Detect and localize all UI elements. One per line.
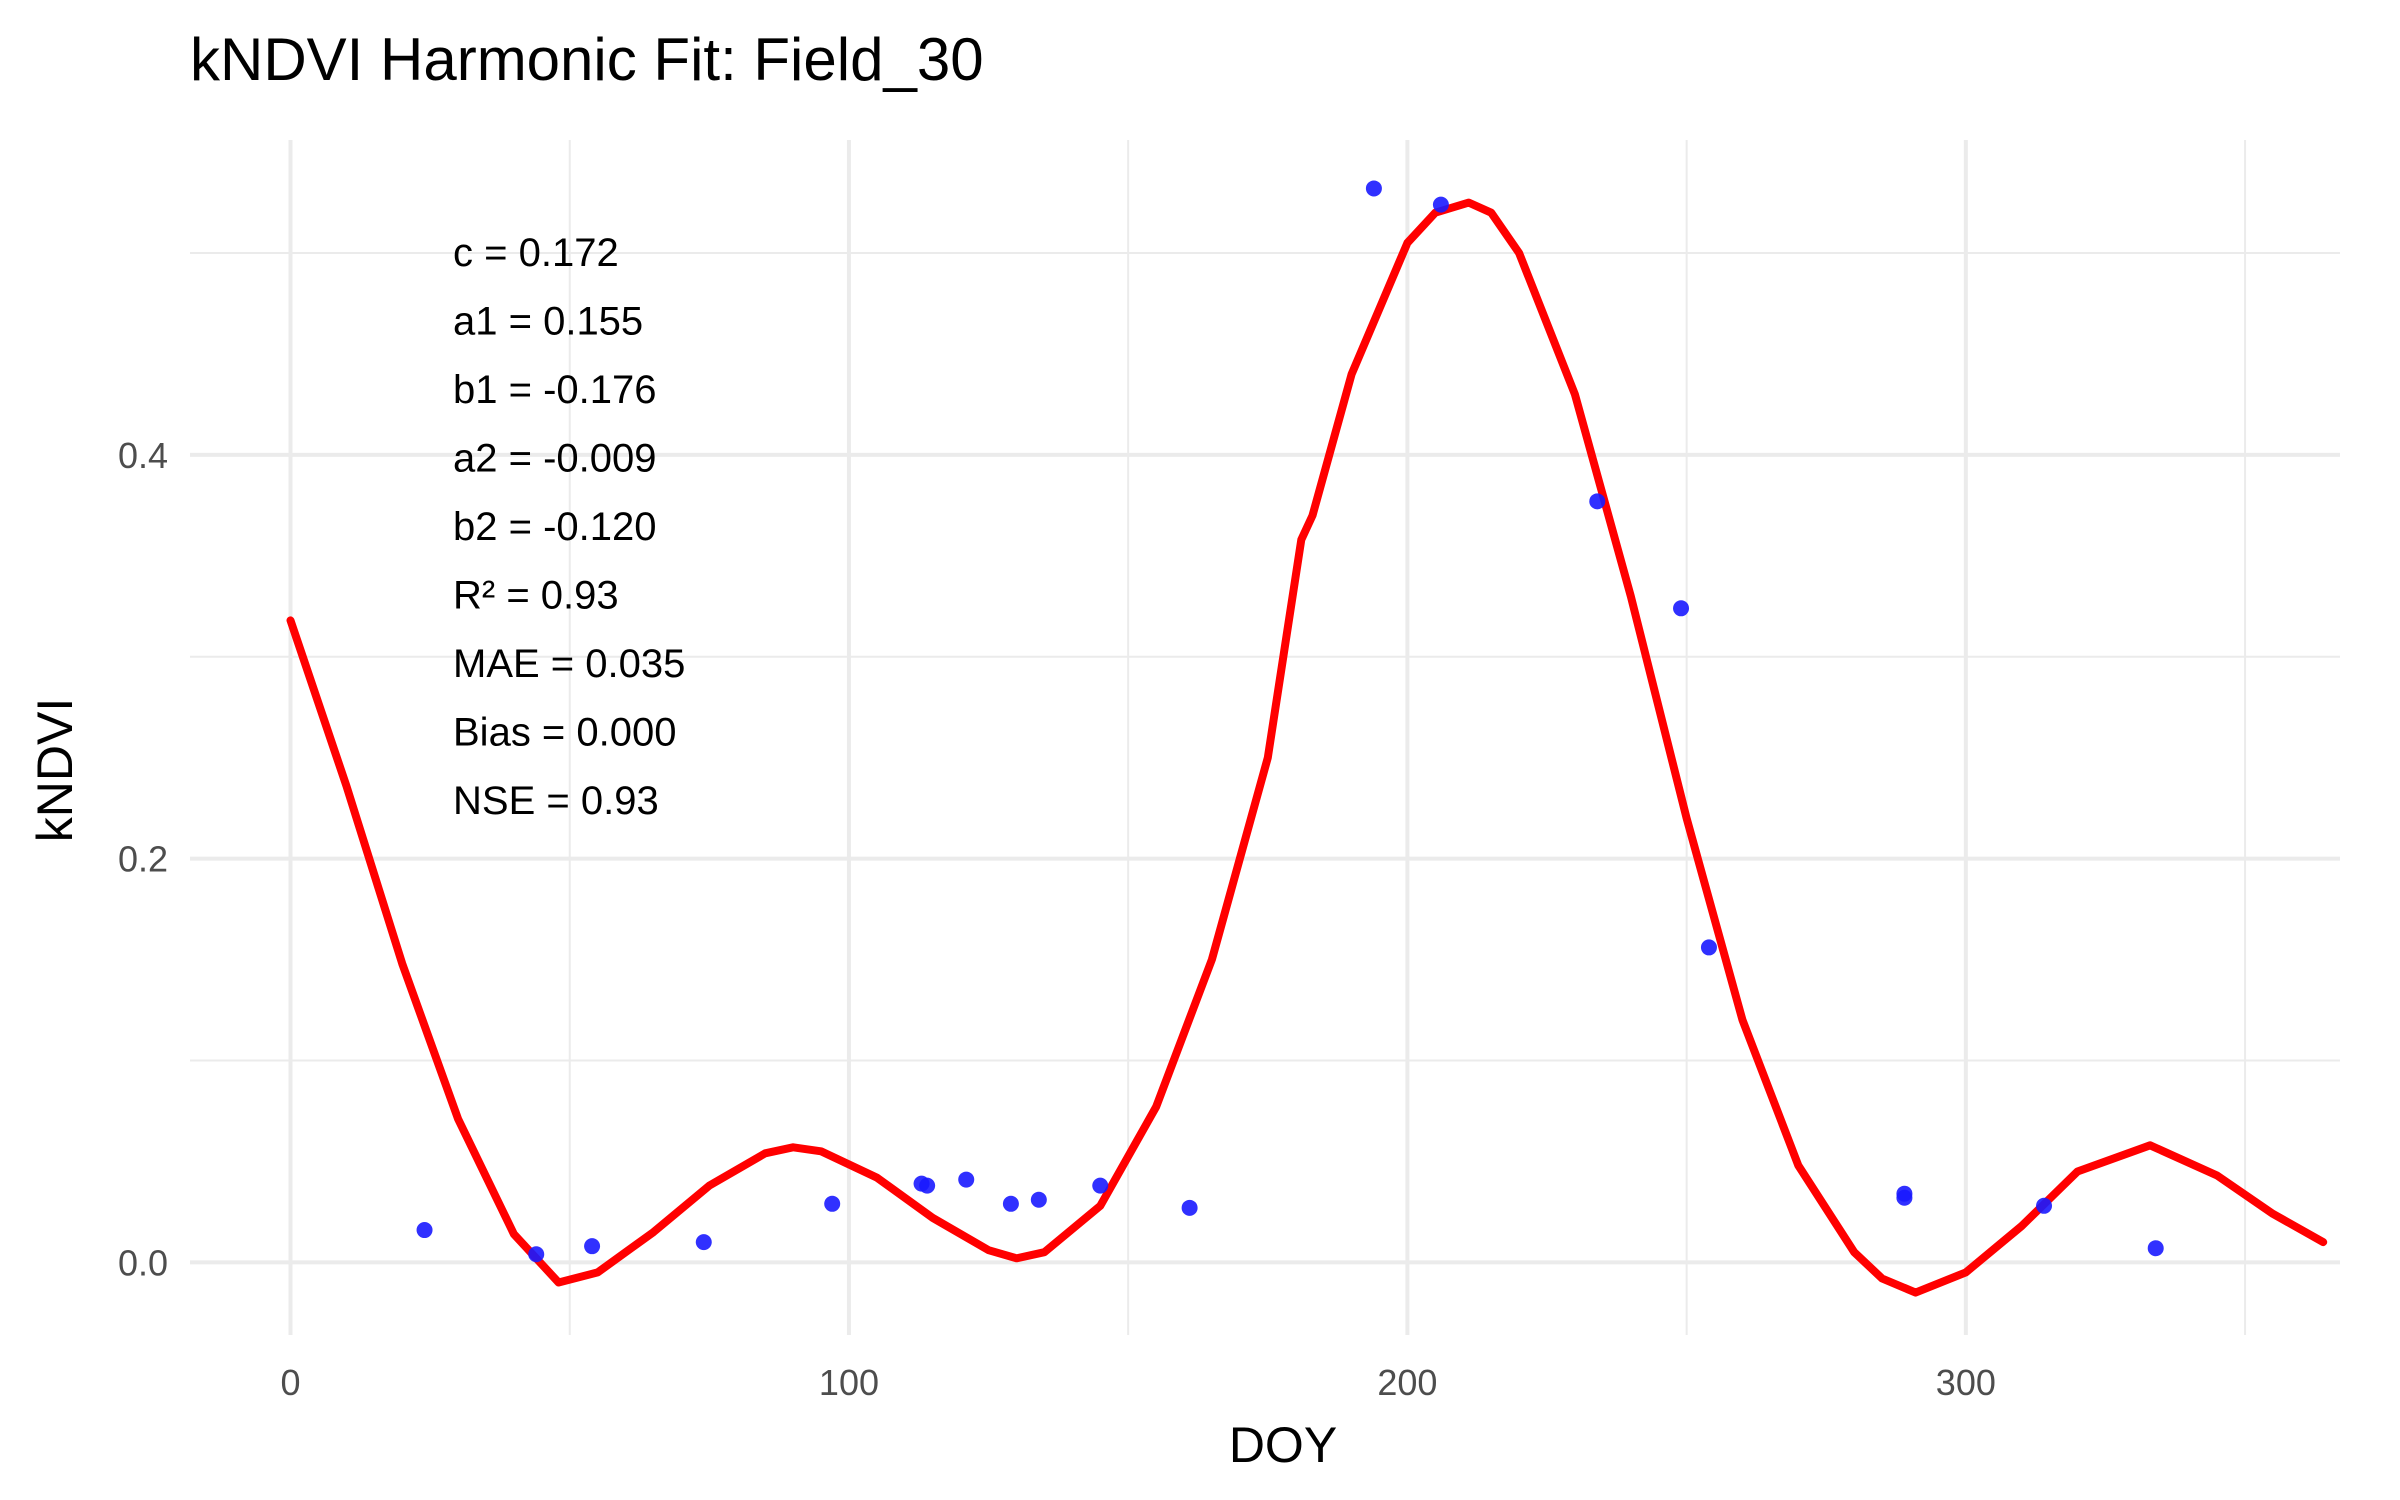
stat-line: a1 = 0.155: [453, 300, 643, 344]
data-point: [695, 1234, 712, 1251]
data-point: [1700, 939, 1717, 956]
data-point: [919, 1177, 936, 1194]
fit-curve: [286, 198, 2328, 1297]
data-point: [1365, 180, 1382, 197]
x-tick-label: 300: [1936, 1362, 1996, 1403]
x-axis-title: DOY: [1229, 1417, 1337, 1473]
observation-points: [416, 180, 2164, 1263]
y-tick-label: 0.4: [118, 435, 168, 476]
data-point: [1092, 1177, 1109, 1194]
data-point: [1002, 1195, 1019, 1212]
chart-title: kNDVI Harmonic Fit: Field_30: [190, 26, 984, 93]
data-point: [1589, 493, 1606, 510]
data-point: [416, 1222, 433, 1239]
data-point: [528, 1246, 545, 1263]
x-tick-label: 100: [819, 1362, 879, 1403]
data-point: [824, 1195, 841, 1212]
axis-ticks: 0 100 200 300 0.0 0.2 0.4: [118, 435, 1996, 1403]
y-tick-label: 0.0: [118, 1242, 168, 1283]
grid-lines: [190, 140, 2340, 1335]
stat-line: b2 = -0.120: [453, 505, 657, 549]
data-point: [958, 1171, 975, 1188]
y-axis-title: kNDVI: [27, 698, 83, 842]
y-tick-label: 0.2: [118, 839, 168, 880]
data-point: [1673, 600, 1690, 617]
data-point: [1030, 1191, 1047, 1208]
stat-line: MAE = 0.035: [453, 642, 685, 686]
fit-statistics: c = 0.172 a1 = 0.155 b1 = -0.176 a2 = -0.00…: [453, 231, 685, 823]
stat-line: b1 = -0.176: [453, 368, 657, 412]
data-point: [1896, 1189, 1913, 1206]
data-point: [584, 1238, 601, 1255]
data-point: [1432, 196, 1449, 213]
x-tick-label: 0: [281, 1362, 301, 1403]
data-point: [1181, 1199, 1198, 1216]
stat-line: Bias = 0.000: [453, 711, 677, 755]
stat-line: a2 = -0.009: [453, 437, 657, 481]
harmonic-fit-line: [286, 198, 2328, 1297]
stat-line: NSE = 0.93: [453, 779, 659, 823]
stat-line: c = 0.172: [453, 231, 619, 275]
stat-line: R² = 0.93: [453, 574, 619, 618]
data-point: [2147, 1240, 2164, 1257]
data-point: [2036, 1197, 2053, 1214]
x-tick-label: 200: [1377, 1362, 1437, 1403]
